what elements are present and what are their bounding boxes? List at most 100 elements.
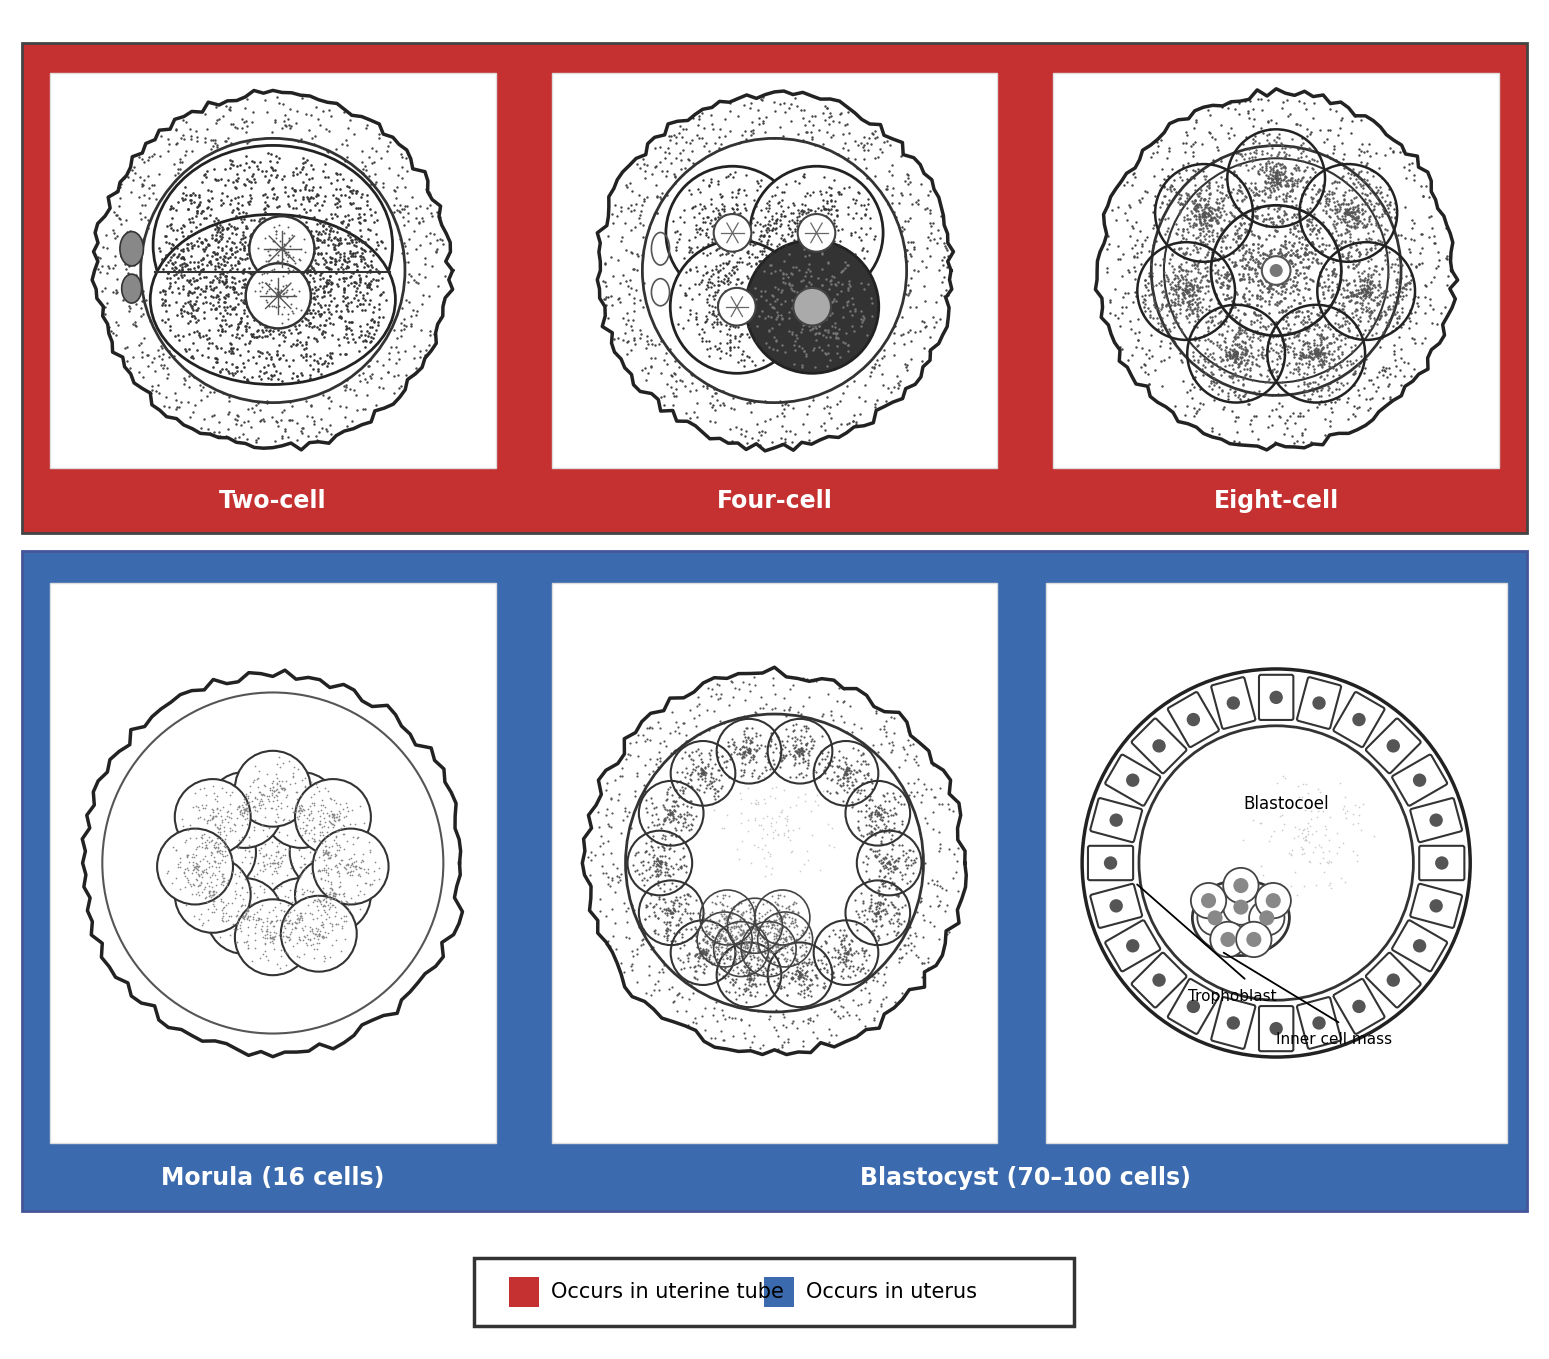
Point	[750, 200, 774, 222]
Point	[218, 258, 243, 280]
Point	[788, 742, 813, 764]
Point	[903, 296, 928, 318]
Point	[273, 310, 297, 332]
Point	[765, 973, 790, 995]
Point	[744, 790, 768, 811]
Point	[1255, 268, 1279, 289]
Point	[816, 321, 841, 342]
Point	[857, 822, 881, 844]
Point	[655, 904, 680, 925]
Point	[1151, 287, 1176, 308]
Point	[776, 213, 801, 235]
Point	[1196, 328, 1221, 349]
Point	[739, 962, 764, 984]
Point	[813, 974, 838, 996]
Point	[113, 231, 138, 253]
Point	[311, 925, 336, 947]
Point	[283, 298, 308, 319]
Point	[694, 955, 719, 977]
Point	[1163, 280, 1188, 302]
Point	[395, 272, 420, 294]
Point	[1270, 208, 1295, 230]
Point	[1281, 270, 1306, 292]
Point	[335, 255, 359, 277]
Point	[1345, 200, 1369, 222]
Point	[807, 306, 832, 328]
Point	[663, 166, 688, 188]
Point	[849, 718, 874, 739]
Point	[194, 834, 218, 856]
Point	[781, 334, 805, 356]
Point	[215, 870, 240, 892]
Point	[1168, 231, 1193, 253]
Point	[736, 741, 761, 762]
Point	[1301, 371, 1326, 393]
Point	[160, 253, 184, 275]
Point	[180, 304, 204, 326]
Point	[136, 145, 161, 167]
Point	[1199, 355, 1224, 376]
Point	[1231, 349, 1256, 371]
Point	[818, 269, 843, 291]
Point	[1273, 300, 1298, 322]
Point	[307, 269, 331, 291]
Point	[768, 921, 793, 943]
Point	[1180, 202, 1205, 224]
Point	[191, 862, 215, 883]
Point	[922, 915, 946, 936]
Point	[1264, 260, 1289, 281]
Point	[1323, 209, 1348, 231]
Point	[796, 921, 821, 943]
Point	[229, 795, 254, 817]
Point	[683, 945, 708, 966]
Point	[1368, 182, 1393, 204]
Point	[1269, 133, 1293, 155]
Point	[1188, 189, 1213, 211]
Point	[832, 943, 857, 965]
Point	[776, 741, 801, 762]
Point	[747, 766, 771, 788]
Point	[319, 834, 344, 856]
Point	[204, 898, 229, 920]
Point	[1360, 315, 1385, 337]
Point	[661, 900, 686, 921]
Point	[1259, 170, 1284, 192]
Point	[1169, 291, 1194, 313]
Point	[798, 295, 823, 317]
Point	[702, 288, 726, 310]
Point	[198, 841, 223, 863]
Point	[717, 224, 742, 246]
Point	[392, 314, 417, 336]
Point	[290, 232, 314, 254]
Point	[613, 845, 638, 867]
Point	[809, 273, 833, 295]
Point	[1200, 308, 1225, 330]
Point	[1218, 366, 1242, 387]
Point	[1289, 342, 1314, 364]
Point	[166, 304, 191, 326]
Point	[223, 356, 248, 378]
Point	[1197, 215, 1222, 236]
Point	[352, 246, 376, 268]
Point	[717, 291, 742, 313]
Point	[776, 295, 801, 317]
Point	[643, 334, 668, 356]
Point	[228, 247, 252, 269]
Point	[708, 224, 733, 246]
Point	[1197, 177, 1222, 198]
Point	[257, 276, 282, 298]
Point	[204, 841, 229, 863]
Point	[1156, 304, 1180, 326]
Point	[1324, 212, 1349, 234]
Point	[1301, 347, 1326, 368]
Point	[291, 228, 316, 250]
Point	[1290, 347, 1315, 368]
Point	[1393, 167, 1417, 189]
Point	[767, 911, 792, 932]
Point	[355, 371, 380, 393]
Point	[931, 232, 956, 254]
Point	[287, 946, 311, 968]
Point	[1287, 227, 1312, 249]
Point	[1185, 194, 1210, 216]
Point	[234, 792, 259, 814]
